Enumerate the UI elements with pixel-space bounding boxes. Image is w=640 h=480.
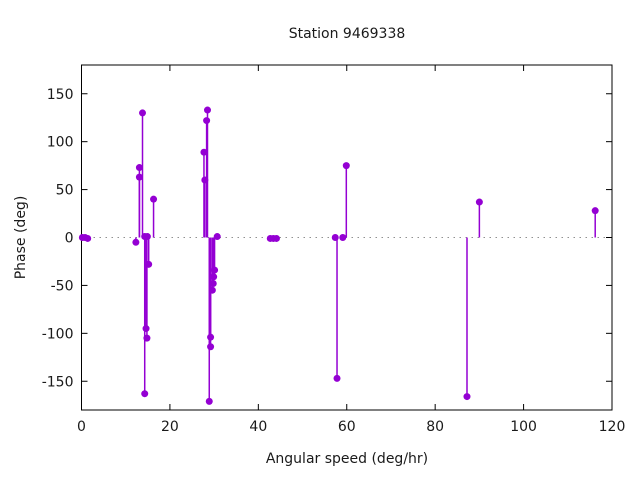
x-axis-label: Angular speed (deg/hr) xyxy=(266,451,428,467)
data-point xyxy=(143,233,151,241)
y-axis-label: Phase (deg) xyxy=(13,196,29,280)
data-point xyxy=(141,390,149,398)
data-point xyxy=(210,273,218,281)
data-point xyxy=(339,234,347,241)
data-point xyxy=(203,117,211,125)
data-point xyxy=(208,286,216,294)
data-point xyxy=(143,334,151,342)
data-point xyxy=(207,343,215,351)
data-point xyxy=(145,260,153,268)
data-point xyxy=(207,333,215,341)
data-point xyxy=(150,195,158,203)
data-point xyxy=(591,207,599,215)
data-point xyxy=(209,280,217,287)
data-point xyxy=(142,325,150,333)
x-tick-label: 20 xyxy=(161,419,179,435)
data-point xyxy=(135,173,143,181)
x-tick-label: 80 xyxy=(426,419,444,435)
y-tick-label: 0 xyxy=(65,231,74,247)
data-point xyxy=(475,198,483,206)
data-point xyxy=(342,162,350,170)
data-point xyxy=(135,164,143,172)
x-tick-label: 100 xyxy=(510,419,537,435)
data-point xyxy=(205,397,213,405)
data-point xyxy=(201,176,209,184)
data-point xyxy=(272,234,280,242)
y-tick-label: 150 xyxy=(47,87,74,103)
x-tick-label: 40 xyxy=(249,419,267,435)
plot-area: 0 20 40 60 80 100 120 -150 -100 -50 0 50 100 150 xyxy=(42,64,626,435)
data-point xyxy=(463,393,471,401)
data-point xyxy=(211,266,219,274)
data-point xyxy=(333,374,341,382)
data-point xyxy=(331,234,339,241)
data-point xyxy=(132,238,140,246)
x-tick-label: 0 xyxy=(77,419,86,435)
y-tick-label: -50 xyxy=(51,278,74,294)
y-tick-label: -150 xyxy=(42,374,74,390)
x-tick-label: 60 xyxy=(338,419,356,435)
x-tick-label: 120 xyxy=(599,419,626,435)
y-tick-label: -100 xyxy=(42,326,74,342)
data-point xyxy=(213,233,221,241)
y-tick-label: 100 xyxy=(47,135,74,151)
data-point xyxy=(203,106,211,114)
y-tick-label: 50 xyxy=(56,183,74,199)
chart-title: Station 9469338 xyxy=(289,26,406,42)
data-point xyxy=(139,109,147,117)
data-point xyxy=(84,234,92,242)
data-point xyxy=(200,148,208,156)
